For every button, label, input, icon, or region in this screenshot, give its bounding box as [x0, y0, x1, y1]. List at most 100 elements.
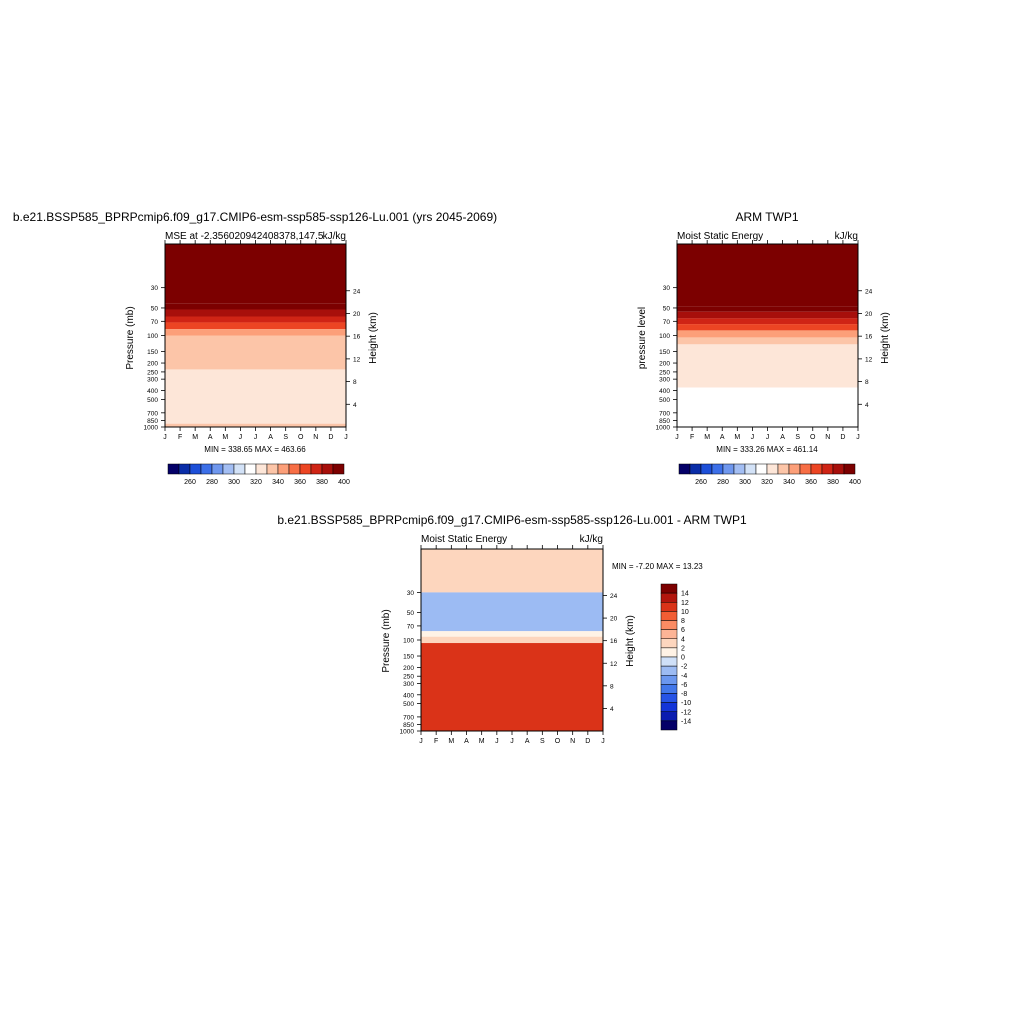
- y-tick-label: 300: [403, 681, 414, 688]
- x-tick-label: J: [751, 434, 755, 441]
- difference-panel: b.e21.BSSP585_BPRPcmip6.f09_g17.CMIP6-es…: [277, 513, 747, 745]
- colorbar-tick-label: -4: [681, 673, 687, 680]
- min-max-label: MIN = 333.26 MAX = 461.14: [716, 445, 818, 454]
- y-tick-label: 50: [663, 305, 671, 312]
- y-axis-right: 24 20 16 12 8 4: [858, 288, 873, 409]
- y-axis-right: 24 20 16 12 8 4: [346, 288, 361, 409]
- y-tick-label: 70: [151, 319, 159, 326]
- y-tick-label: 30: [151, 285, 159, 292]
- x-tick-label: J: [601, 738, 605, 745]
- y-right-tick-label: 8: [865, 379, 869, 386]
- x-tick-label: O: [555, 738, 561, 745]
- y-right-tick-label: 12: [865, 356, 873, 363]
- x-tick-label: M: [222, 434, 228, 441]
- y-axis-right-label: Height (km): [368, 312, 379, 364]
- y-axis-right: 24 20 16 12 8 4: [603, 593, 618, 713]
- y-tick-label: 1000: [656, 425, 671, 432]
- contour-band: [165, 244, 346, 304]
- chart-subtitle-right: kJ/kg: [323, 231, 346, 242]
- y-tick-label: 500: [147, 397, 158, 404]
- colorbar-swatch: [660, 602, 678, 612]
- colorbar-swatch: [310, 463, 323, 475]
- y-right-tick-label: 20: [610, 616, 618, 623]
- colorbar-swatch: [244, 463, 257, 475]
- y-tick-label: 100: [659, 333, 670, 340]
- x-tick-label: O: [810, 434, 816, 441]
- y-tick-label: 250: [147, 369, 158, 376]
- model-panel: b.e21.BSSP585_BPRPcmip6.f09_g17.CMIP6-es…: [13, 210, 497, 486]
- y-tick-label: 250: [403, 674, 414, 681]
- colorbar-swatch: [660, 675, 678, 685]
- colorbar-tick-label: 300: [739, 479, 751, 486]
- y-right-tick-label: 8: [610, 683, 614, 690]
- colorbar-tick-label: 360: [805, 479, 817, 486]
- y-tick-label: 500: [659, 397, 670, 404]
- contour-band: [677, 311, 858, 319]
- y-right-tick-label: 24: [865, 288, 873, 295]
- colorbar-tick-label: 320: [250, 479, 262, 486]
- x-tick-label: D: [840, 434, 845, 441]
- colorbar-swatch: [200, 463, 213, 475]
- contour-band: [165, 316, 346, 323]
- chart-subtitle-right: kJ/kg: [835, 231, 858, 242]
- colorbar: 260 280 300 320 340 360 380 400: [678, 463, 861, 486]
- colorbar-tick-label: 4: [681, 636, 685, 643]
- contour-band: [677, 306, 858, 312]
- x-tick-label: S: [795, 434, 800, 441]
- min-max-label: MIN = -7.20 MAX = 13.23: [612, 562, 703, 571]
- x-tick-label: J: [344, 434, 348, 441]
- y-right-tick-label: 24: [610, 593, 618, 600]
- colorbar-swatch: [167, 463, 180, 475]
- y-tick-label: 700: [147, 410, 158, 417]
- x-tick-label: J: [856, 434, 860, 441]
- contour-band: [421, 643, 603, 731]
- colorbar-swatch: [189, 463, 202, 475]
- colorbar-swatch: [660, 693, 678, 703]
- colorbar-swatch: [660, 656, 678, 667]
- y-axis-label: pressure level: [637, 307, 648, 369]
- colorbar-tick-label: 280: [717, 479, 729, 486]
- x-tick-label: A: [268, 434, 273, 441]
- colorbar-swatch: [321, 463, 334, 475]
- y-right-tick-label: 8: [353, 379, 357, 386]
- colorbar-swatch: [678, 463, 691, 475]
- contour-band: [165, 423, 346, 427]
- x-tick-label: A: [525, 738, 530, 745]
- colorbar-tick-label: 400: [338, 479, 350, 486]
- y-right-tick-label: 16: [353, 334, 361, 341]
- contour-band: [165, 369, 346, 424]
- y-right-tick-label: 12: [610, 661, 618, 668]
- colorbar-swatch: [660, 629, 678, 639]
- chart-subtitle-left: Moist Static Energy: [677, 231, 763, 242]
- colorbar-swatch: [660, 702, 678, 712]
- x-tick-label: J: [495, 738, 499, 745]
- colorbar-tick-label: -12: [681, 709, 691, 716]
- y-tick-label: 150: [659, 349, 670, 356]
- x-tick-label: N: [313, 434, 318, 441]
- colorbar-swatch: [660, 711, 678, 722]
- y-axis-right-label: Height (km): [880, 312, 891, 364]
- y-right-tick-label: 4: [865, 402, 869, 409]
- colorbar-swatch: [843, 463, 856, 475]
- colorbar-swatch: [660, 720, 678, 731]
- y-right-tick-label: 24: [353, 288, 361, 295]
- colorbar-tick-label: -2: [681, 664, 687, 671]
- y-tick-label: 30: [407, 590, 415, 597]
- y-tick-label: 70: [663, 319, 671, 326]
- y-tick-label: 300: [147, 377, 158, 384]
- colorbar-swatch: [777, 463, 790, 475]
- colorbar-tick-label: 280: [206, 479, 218, 486]
- colorbar-swatch: [299, 463, 312, 475]
- colorbar-swatch: [799, 463, 812, 475]
- contour-band: [677, 387, 858, 427]
- x-tick-label: J: [675, 434, 679, 441]
- y-right-tick-label: 12: [353, 356, 361, 363]
- colorbar-swatch: [660, 592, 678, 603]
- contour-band: [165, 322, 346, 330]
- contour-plot: [420, 548, 604, 732]
